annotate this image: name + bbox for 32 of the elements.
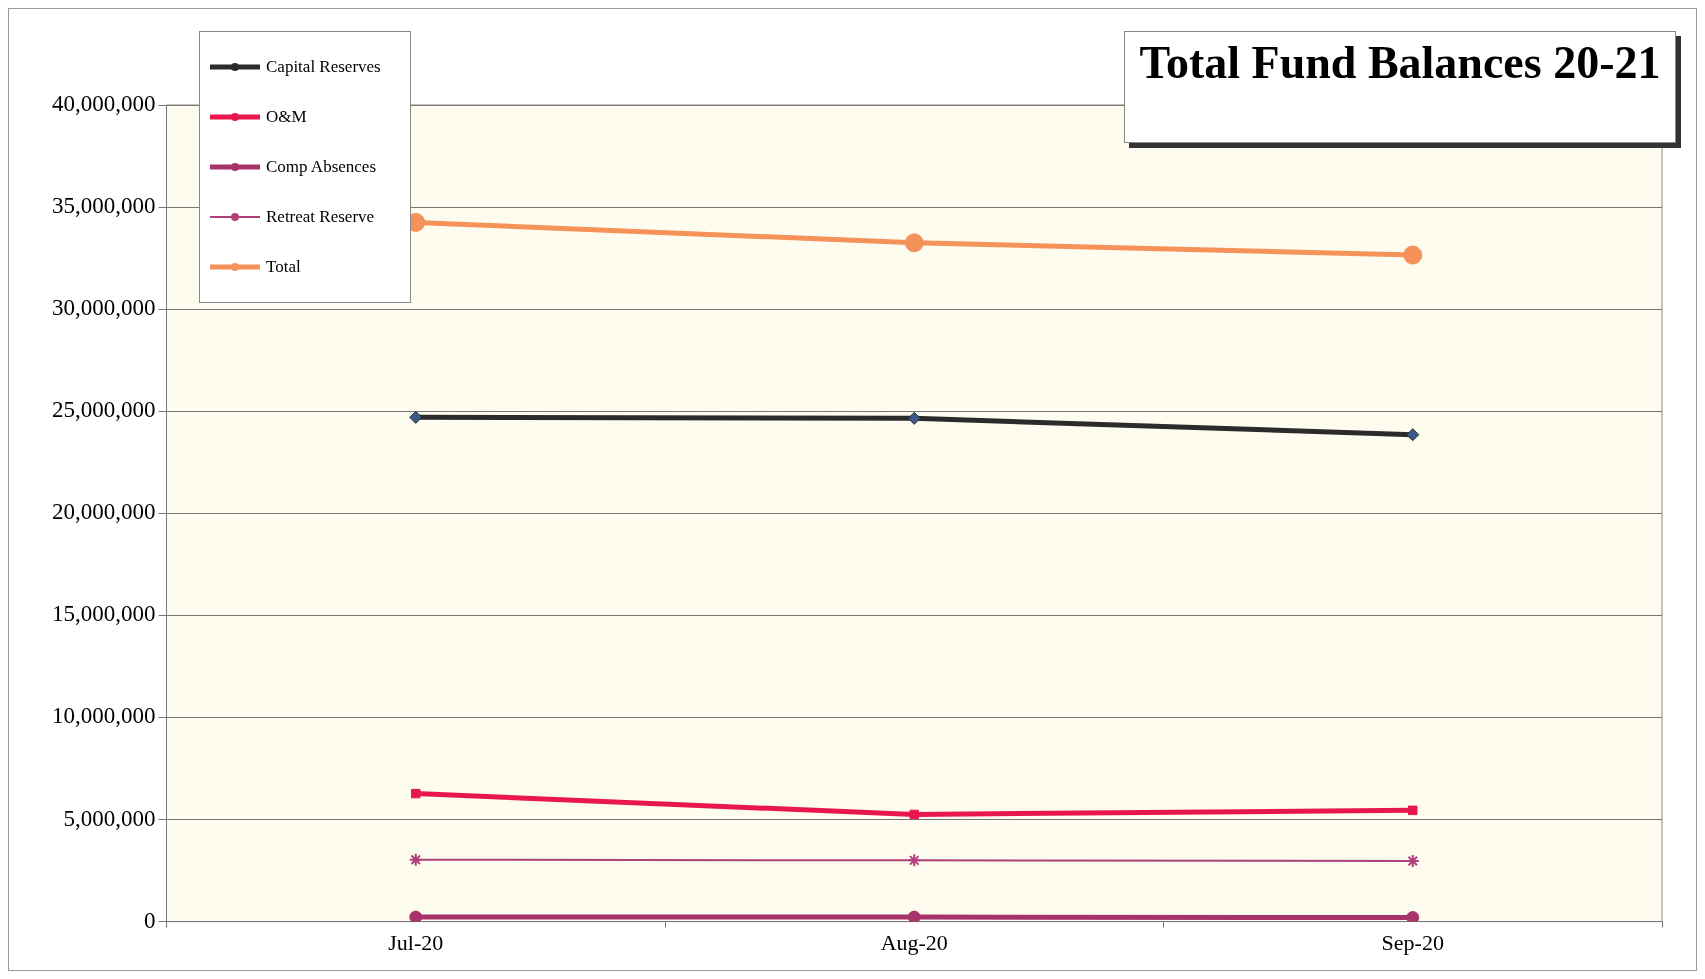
y-tick-label: 15,000,000 bbox=[52, 601, 156, 627]
legend-label: O&M bbox=[266, 107, 307, 127]
point bbox=[408, 852, 423, 867]
chart-title: Total Fund Balances 20-21 bbox=[1124, 31, 1676, 143]
y-tick-label: 0 bbox=[144, 907, 156, 933]
point bbox=[909, 809, 919, 820]
point bbox=[907, 853, 922, 868]
point bbox=[411, 788, 421, 799]
point bbox=[907, 910, 921, 922]
y-tick-label: 30,000,000 bbox=[52, 295, 156, 321]
legend-label: Comp Absences bbox=[266, 157, 377, 177]
point bbox=[409, 410, 423, 424]
x-tick-label: Aug-20 bbox=[880, 929, 948, 955]
y-tick-label: 20,000,000 bbox=[52, 499, 156, 525]
point bbox=[1408, 805, 1418, 816]
point bbox=[1406, 428, 1420, 442]
point bbox=[904, 233, 924, 253]
point bbox=[1405, 853, 1420, 868]
y-tick-label: 35,000,000 bbox=[52, 193, 156, 219]
point bbox=[907, 411, 921, 425]
legend-label: Capital Reserves bbox=[266, 57, 381, 77]
legend-label: Total bbox=[266, 257, 301, 277]
y-tick-label: 25,000,000 bbox=[52, 397, 156, 423]
point bbox=[1403, 245, 1423, 265]
x-tick-label: Sep-20 bbox=[1381, 929, 1444, 955]
y-tick-label: 10,000,000 bbox=[52, 703, 156, 729]
legend-label: Retreat Reserve bbox=[266, 207, 375, 227]
y-tick-label: 5,000,000 bbox=[63, 805, 156, 831]
y-tick-label: 40,000,000 bbox=[52, 91, 156, 117]
point bbox=[1406, 911, 1420, 922]
point bbox=[409, 910, 423, 922]
x-tick-label: Jul-20 bbox=[388, 929, 444, 955]
